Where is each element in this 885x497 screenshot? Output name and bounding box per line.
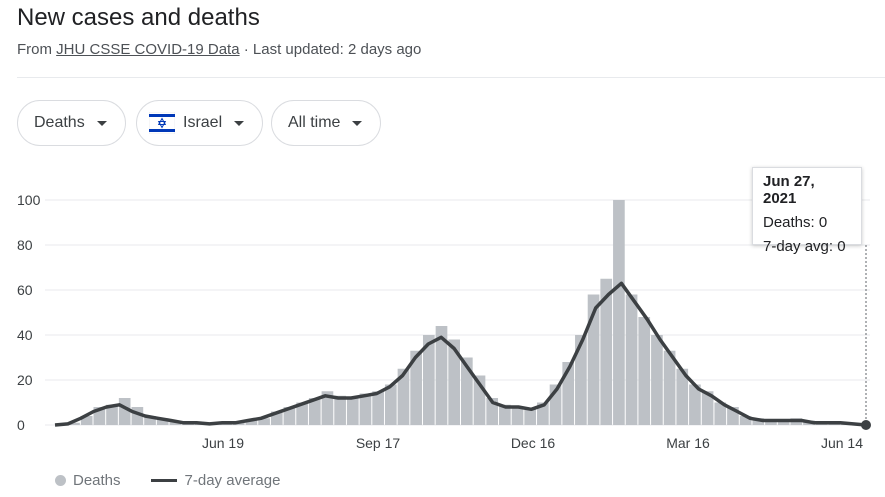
deaths-bar	[727, 407, 739, 425]
deaths-bar	[68, 422, 80, 425]
source-line: From JHU CSSE COVID-19 Data · Last updat…	[17, 41, 421, 58]
y-tick-label: 40	[17, 327, 33, 343]
y-tick-label: 60	[17, 282, 33, 298]
deaths-bar	[80, 416, 93, 425]
metric-dropdown[interactable]: Deaths	[17, 100, 126, 146]
deaths-bar	[562, 362, 575, 425]
deaths-bar	[270, 411, 283, 425]
deaths-bar	[118, 398, 131, 425]
deaths-bar	[258, 418, 270, 425]
deaths-bar	[448, 339, 460, 425]
deaths-bar	[549, 384, 562, 425]
deaths-bar	[739, 416, 752, 425]
chart-tooltip: Jun 27, 2021 Deaths: 0 7-day avg: 0	[752, 167, 862, 255]
country-dropdown[interactable]: Israel	[136, 100, 264, 146]
deaths-bar	[473, 375, 486, 425]
source-prefix: From	[17, 41, 57, 58]
range-dropdown-label: All time	[288, 114, 341, 131]
tooltip-deaths: Deaths: 0	[763, 214, 828, 231]
deaths-bar	[131, 407, 144, 425]
deaths-bar	[651, 335, 663, 425]
header-divider	[17, 77, 885, 78]
deaths-bar	[410, 350, 422, 425]
deaths-bar	[499, 404, 511, 425]
deaths-bar	[397, 368, 410, 425]
deaths-bar	[346, 398, 359, 425]
deaths-bar	[321, 391, 334, 425]
deaths-bar	[144, 416, 156, 425]
chevron-down-icon	[96, 120, 107, 126]
deaths-bar	[638, 317, 651, 425]
legend-line-label: 7-day average	[184, 472, 281, 489]
y-tick-label: 100	[17, 192, 41, 208]
deaths-bar	[600, 278, 613, 425]
deaths-bar	[714, 402, 727, 425]
deaths-bar	[359, 393, 372, 425]
x-tick-label: Jun 19	[202, 435, 244, 451]
deaths-chart[interactable]: 0 20 40 60 80 100 Jun 19 Sep 17 Dec 16 Mar 16 Jun …	[0, 160, 885, 465]
deaths-bar	[663, 350, 676, 425]
chevron-down-icon	[234, 120, 245, 126]
country-dropdown-label: Israel	[183, 114, 223, 131]
source-link[interactable]: JHU CSSE COVID-19 Data	[56, 41, 240, 58]
deaths-bar	[296, 402, 308, 425]
deaths-bar	[486, 398, 499, 425]
deaths-bar	[765, 420, 777, 425]
deaths-bar	[625, 294, 638, 425]
deaths-bar	[613, 200, 625, 425]
y-tick-label: 80	[17, 237, 33, 253]
deaths-bar	[537, 402, 549, 425]
tooltip-date: Jun 27, 2021	[763, 173, 815, 207]
deaths-bar	[308, 398, 321, 425]
legend-bar-swatch	[55, 475, 66, 486]
deaths-bar	[384, 384, 397, 425]
deaths-bar	[245, 420, 258, 425]
deaths-bar	[283, 407, 296, 425]
seven-day-average-line	[54, 281, 867, 427]
deaths-bar	[106, 404, 118, 425]
page-title: New cases and deaths	[17, 4, 260, 31]
deaths-bar	[689, 384, 701, 425]
deaths-bar	[93, 407, 106, 425]
deaths-bar	[777, 420, 790, 425]
israel-flag-icon	[149, 112, 175, 134]
hover-point	[861, 420, 871, 430]
deaths-bar	[701, 391, 714, 425]
deaths-bar	[461, 357, 473, 425]
chart-legend: Deaths 7-day average	[55, 472, 280, 489]
deaths-bar	[334, 395, 346, 425]
y-tick-label: 20	[17, 372, 33, 388]
x-tick-label: Jun 14	[821, 435, 863, 451]
metric-dropdown-label: Deaths	[34, 114, 85, 131]
y-tick-label: 0	[17, 417, 25, 433]
x-tick-label: Mar 16	[666, 435, 710, 451]
deaths-bar	[156, 418, 169, 425]
deaths-bar	[422, 335, 435, 425]
deaths-bar	[575, 335, 587, 425]
deaths-bar	[511, 407, 524, 425]
last-updated: · Last updated: 2 days ago	[239, 41, 422, 58]
deaths-bar	[587, 294, 600, 425]
deaths-bar	[752, 418, 765, 425]
chevron-down-icon	[352, 120, 363, 126]
tooltip-average: 7-day avg: 0	[763, 238, 846, 255]
x-tick-label: Dec 16	[511, 435, 556, 451]
deaths-bar	[524, 409, 537, 425]
x-tick-label: Sep 17	[356, 435, 401, 451]
legend-line-swatch	[150, 479, 177, 482]
deaths-bar	[435, 326, 448, 425]
legend-bars-label: Deaths	[73, 472, 121, 489]
deaths-bar	[372, 391, 384, 425]
range-dropdown[interactable]: All time	[271, 100, 382, 146]
deaths-bar	[676, 368, 689, 425]
